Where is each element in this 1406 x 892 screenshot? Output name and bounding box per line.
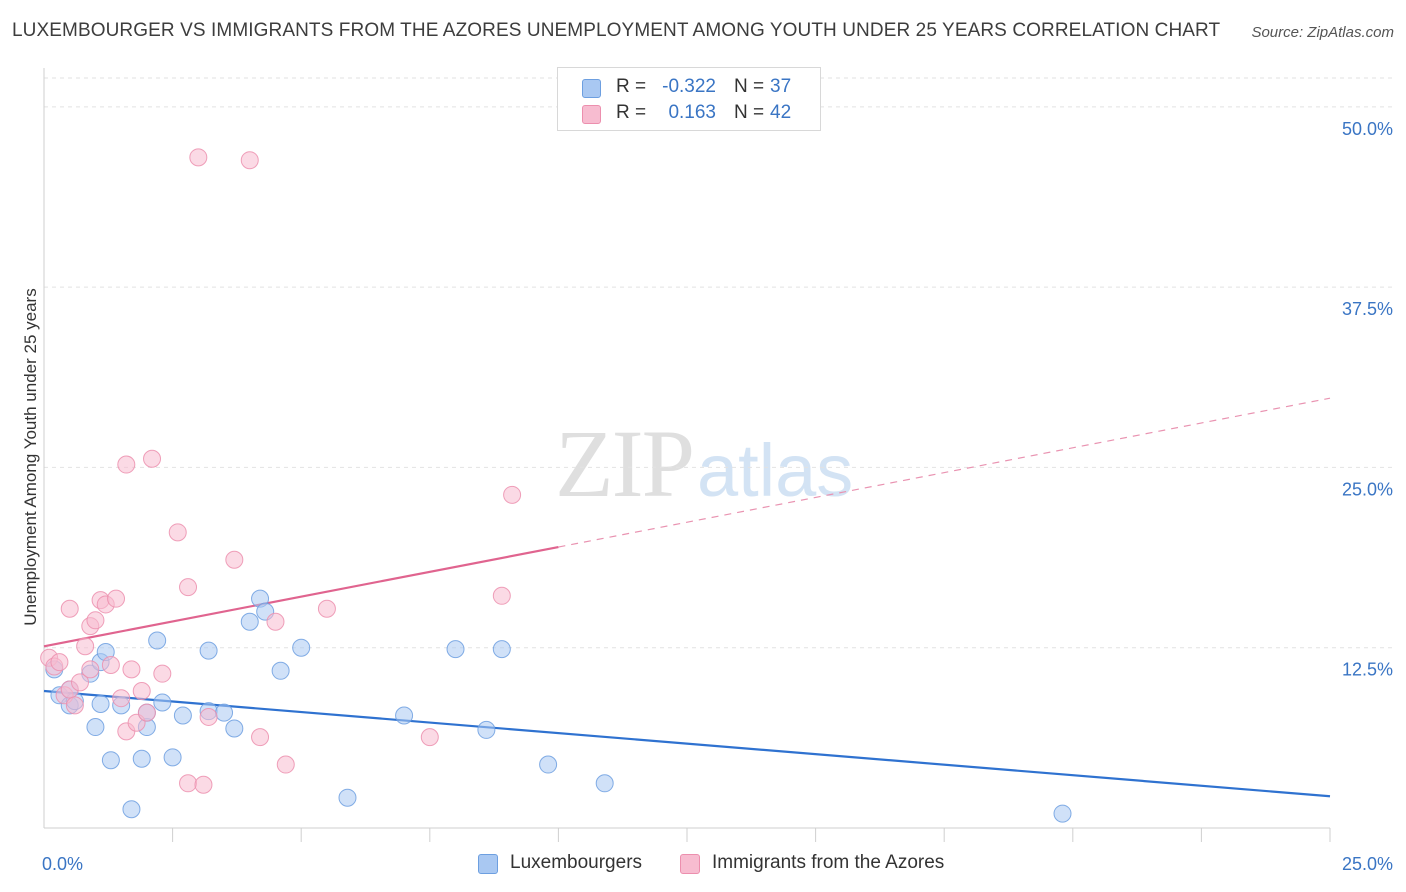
luxembourger-point — [595, 774, 614, 793]
azores-point — [60, 599, 79, 618]
legend-n-label: N = — [734, 102, 765, 123]
luxembourger-point — [477, 720, 496, 739]
chart-title: LUXEMBOURGER VS IMMIGRANTS FROM THE AZOR… — [12, 20, 1221, 41]
legend-r-label: R = — [616, 76, 647, 97]
azores-point — [76, 637, 95, 656]
azores-point — [112, 689, 131, 708]
azores-point — [189, 148, 208, 167]
axes — [43, 68, 1331, 842]
luxembourger-point — [101, 751, 120, 770]
azores-point — [251, 728, 270, 747]
azores-point — [81, 660, 100, 679]
luxembourger-point — [338, 788, 357, 807]
legend-r-label: R = — [616, 102, 647, 123]
legend-r-value: 0.163 — [668, 102, 716, 123]
legend-n-label: N = — [734, 76, 765, 97]
bottom-legend-swatch-luxembourgers — [478, 854, 498, 874]
azores-point — [122, 660, 141, 679]
azores-point — [225, 550, 244, 569]
x-tick-label: 0.0% — [42, 854, 83, 874]
azores-point — [65, 696, 84, 715]
watermark-atlas: atlas — [697, 429, 854, 512]
azores-point — [137, 703, 156, 722]
azores-point — [50, 653, 69, 672]
y-tick-label: 25.0% — [1342, 479, 1393, 499]
azores-point — [101, 656, 120, 675]
luxembourger-point — [163, 748, 182, 767]
azores-trend-line — [43, 545, 559, 648]
legend-n-value: 37 — [770, 76, 792, 97]
azores-point — [86, 611, 105, 630]
y-tick-label: 37.5% — [1342, 299, 1393, 319]
data-points — [40, 148, 1072, 823]
azores-point — [317, 599, 336, 618]
luxembourger-point — [132, 749, 151, 768]
azores-point — [199, 707, 218, 726]
watermark-zip: ZIP — [555, 410, 695, 517]
trend-lines — [43, 397, 1331, 798]
bottom-legend-label-luxembourgers: Luxembourgers — [510, 852, 643, 873]
azores-point — [168, 523, 187, 542]
y-tick-label: 50.0% — [1342, 119, 1393, 139]
azores-point — [194, 775, 213, 794]
azores-point — [107, 589, 126, 608]
azores-point — [266, 612, 285, 631]
azores-point — [503, 485, 522, 504]
luxembourger-point — [225, 719, 244, 738]
luxembourger-point — [91, 694, 110, 713]
y-tick-label: 12.5% — [1342, 660, 1393, 680]
luxembourger-point — [539, 755, 558, 774]
luxembourger-point — [240, 612, 259, 631]
legend-swatch-azores — [582, 105, 601, 124]
azores-point — [153, 664, 172, 683]
luxembourger-point — [153, 693, 172, 712]
legend-r-value: -0.322 — [662, 76, 716, 97]
azores-point — [179, 578, 198, 597]
luxembourger-point — [292, 638, 311, 657]
bottom-legend-label-azores: Immigrants from the Azores — [712, 852, 945, 873]
luxembourger-trend-line — [43, 689, 1331, 798]
luxembourger-point — [1053, 804, 1072, 823]
azores-point — [143, 449, 162, 468]
luxembourger-point — [148, 631, 167, 650]
azores-point — [71, 673, 90, 692]
luxembourger-point — [446, 640, 465, 659]
luxembourger-point — [199, 641, 218, 660]
bottom-legend-swatch-azores — [680, 854, 700, 874]
watermark: ZIPatlas — [555, 408, 853, 519]
azores-point — [179, 774, 198, 793]
luxembourger-point — [173, 706, 192, 725]
azores-point — [240, 151, 259, 170]
tick-labels: 12.5% 25.0% 37.5% 50.0% 0.0% 25.0% — [42, 119, 1393, 874]
legend-n-value: 42 — [770, 102, 792, 123]
correlation-legend: R = -0.322 N = 37 R = 0.163 N = 42 — [557, 67, 821, 131]
azores-point — [492, 586, 511, 605]
source-credit: Source: ZipAtlas.com — [1251, 24, 1394, 41]
luxembourger-point — [86, 718, 105, 737]
x-tick-label: 25.0% — [1342, 854, 1393, 874]
azores-point — [276, 755, 295, 774]
azores-trend-extension — [558, 397, 1331, 548]
y-axis-title: Unemployment Among Youth under 25 years — [21, 288, 40, 625]
luxembourger-point — [395, 706, 414, 725]
luxembourger-point — [492, 640, 511, 659]
luxembourger-point — [215, 703, 234, 722]
legend-swatch-luxembourgers — [582, 79, 601, 98]
luxembourger-point — [122, 800, 141, 819]
azores-point — [420, 728, 439, 747]
azores-point — [117, 455, 136, 474]
luxembourger-point — [271, 661, 290, 680]
azores-point — [132, 681, 151, 700]
